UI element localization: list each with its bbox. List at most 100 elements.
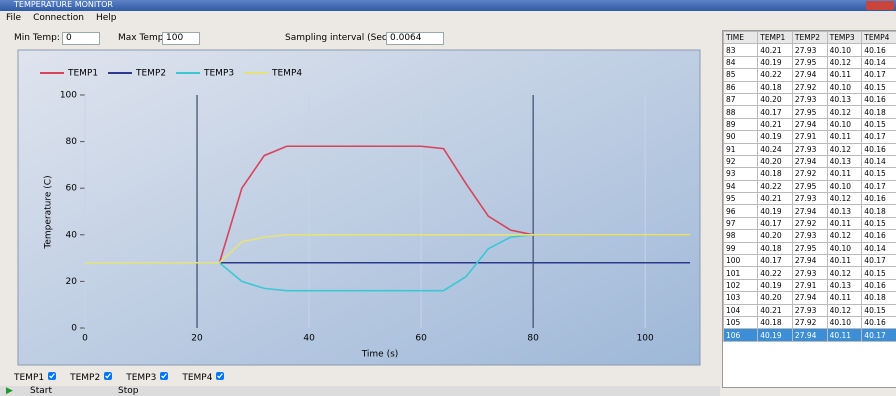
table-row[interactable]: 83 40.21 27.93 40.10 40.16 (723, 43, 896, 57)
table-row[interactable]: 97 40.17 27.92 40.11 40.15 (723, 216, 896, 231)
table-cell: 40.24 (757, 142, 793, 156)
table-row[interactable]: 99 40.18 27.95 40.10 40.14 (723, 241, 896, 256)
table-cell: 40.10 (826, 315, 863, 330)
table-cell: 27.94 (791, 68, 828, 82)
stop-button[interactable]: Stop (118, 386, 139, 396)
table-cell: 40.15 (861, 80, 896, 94)
table-cell: 40.17 (861, 179, 896, 194)
close-button[interactable] (866, 1, 894, 10)
x-tick-label: 20 (191, 334, 203, 344)
table-cell: 40.21 (757, 43, 793, 57)
menu-item[interactable]: Help (96, 13, 117, 23)
y-tick-label: 100 (60, 91, 77, 101)
table-cell: 27.94 (791, 291, 828, 305)
data-table-panel: TIME TEMP1 TEMP2 TEMP3 TEMP4 83 40.21 27.93 40.1… (722, 30, 896, 388)
table-row[interactable]: 86 40.18 27.92 40.10 40.15 (723, 80, 896, 94)
table-row[interactable]: 96 40.19 27.94 40.13 40.18 (723, 204, 896, 218)
table-cell: 40.18 (757, 241, 793, 256)
table-cell: 90 (723, 130, 759, 144)
table-cell: 40.13 (826, 278, 863, 293)
table-row[interactable]: 85 40.22 27.94 40.11 40.17 (723, 68, 896, 82)
toggle-checkbox[interactable] (48, 372, 57, 380)
menu-bar: File Connection Help (6, 13, 117, 25)
series-toggle[interactable]: TEMP1 (14, 372, 57, 383)
table-row[interactable]: 98 40.20 27.93 40.12 40.16 (723, 229, 896, 243)
table-cell: 40.16 (861, 92, 896, 107)
table-row[interactable]: 87 40.20 27.93 40.13 40.16 (723, 92, 896, 107)
table-cell: 40.12 (826, 192, 863, 206)
table-cell: 86 (723, 80, 759, 94)
table-cell: 27.93 (791, 92, 828, 107)
table-cell: 27.92 (791, 80, 828, 94)
table-cell: 40.10 (826, 80, 863, 94)
table-row[interactable]: 103 40.20 27.94 40.11 40.18 (723, 291, 896, 305)
x-tick-label: 100 (637, 334, 654, 344)
table-row[interactable]: 90 40.19 27.91 40.11 40.17 (723, 130, 896, 144)
table-cell: 104 (723, 303, 759, 318)
table-cell: 40.20 (757, 291, 793, 305)
legend-label: TEMP2 (135, 69, 166, 79)
menu-item[interactable]: Connection (33, 13, 84, 23)
series-toggle[interactable]: TEMP2 (70, 372, 113, 383)
table-cell: 27.91 (791, 130, 828, 144)
title-bar: TEMPERATURE MONITOR (0, 0, 896, 11)
toggle-label: TEMP4 (182, 373, 213, 383)
table-cell: 93 (723, 167, 759, 181)
table-row[interactable]: 106 40.19 27.94 40.11 40.17 (723, 328, 896, 342)
table-cell: 40.11 (826, 68, 863, 82)
table-row[interactable]: 89 40.21 27.94 40.10 40.15 (723, 117, 896, 132)
table-cell: 92 (723, 154, 759, 169)
table-cell: 85 (723, 68, 759, 82)
table-cell: 40.17 (861, 68, 896, 82)
table-cell: 101 (723, 266, 759, 280)
table-row[interactable]: 104 40.21 27.93 40.12 40.15 (723, 303, 896, 318)
max-temp-input[interactable]: 100 (162, 32, 200, 45)
x-tick-label: 60 (415, 334, 427, 344)
window-title: TEMPERATURE MONITOR (14, 0, 113, 9)
column-header: TEMP1 (757, 31, 793, 45)
menu-item[interactable]: File (6, 13, 22, 23)
table-cell: 40.13 (826, 204, 863, 218)
table-cell: 40.16 (861, 142, 896, 156)
y-tick-label: 20 (66, 277, 78, 287)
toggle-checkbox[interactable] (216, 372, 225, 380)
series-toggles: TEMP1 TEMP2 TEMP3 TEMP4 (14, 372, 225, 383)
table-cell: 27.94 (791, 328, 828, 342)
table-row[interactable]: 91 40.24 27.93 40.12 40.16 (723, 142, 896, 156)
table-cell: 87 (723, 92, 759, 107)
table-row[interactable]: 92 40.20 27.94 40.13 40.14 (723, 154, 896, 169)
table-row[interactable]: 84 40.19 27.95 40.12 40.14 (723, 55, 896, 70)
start-button[interactable]: Start (30, 386, 52, 396)
table-cell: 95 (723, 192, 759, 206)
x-tick-label: 80 (527, 334, 539, 344)
table-cell: 27.92 (791, 216, 828, 231)
table-row[interactable]: 102 40.19 27.91 40.13 40.16 (723, 278, 896, 293)
table-cell: 40.12 (826, 105, 863, 119)
table-cell: 40.19 (757, 55, 793, 70)
toggle-checkbox[interactable] (104, 372, 113, 380)
series-toggle[interactable]: TEMP3 (126, 372, 169, 383)
interval-input[interactable]: 0.0064 (386, 32, 444, 45)
table-row[interactable]: 100 40.17 27.94 40.11 40.17 (723, 254, 896, 268)
table-row[interactable]: 95 40.21 27.93 40.12 40.16 (723, 192, 896, 206)
y-tick-label: 40 (66, 230, 78, 240)
series-toggle[interactable]: TEMP4 (182, 372, 225, 383)
min-temp-input[interactable]: 0 (62, 32, 100, 45)
table-row[interactable]: 88 40.17 27.95 40.12 40.18 (723, 105, 896, 119)
table-cell: 40.10 (826, 179, 863, 194)
table-cell: 40.13 (826, 92, 863, 107)
table-cell: 40.12 (826, 55, 863, 70)
toggle-checkbox[interactable] (160, 372, 169, 380)
chart: Time (s) Temperature (C) 0 20 40 60 80 100 0 20… (17, 49, 701, 366)
table-cell: 27.92 (791, 315, 828, 330)
table-cell: 40.16 (861, 278, 896, 293)
table-row[interactable]: 94 40.22 27.95 40.10 40.17 (723, 179, 896, 194)
table-cell: 40.19 (757, 328, 793, 342)
table-row[interactable]: 101 40.22 27.93 40.12 40.15 (723, 266, 896, 280)
table-row[interactable]: 93 40.18 27.92 40.11 40.15 (723, 167, 896, 181)
table-cell: 40.20 (757, 154, 793, 169)
column-header: TEMP2 (791, 31, 828, 45)
table-row[interactable]: 105 40.18 27.92 40.10 40.16 (723, 315, 896, 330)
table-cell: 40.11 (826, 130, 863, 144)
